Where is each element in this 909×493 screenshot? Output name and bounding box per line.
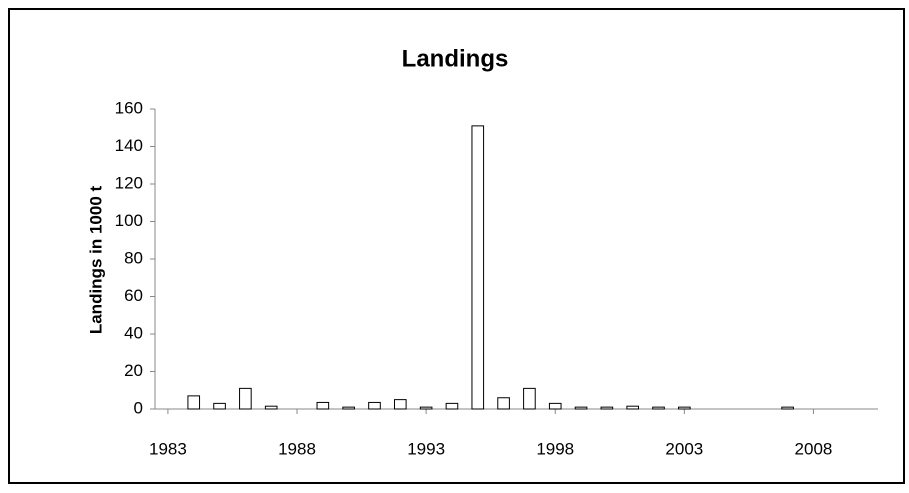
bar (471, 125, 485, 410)
y-tick-label: 140 (115, 136, 143, 155)
bar (574, 406, 588, 410)
y-tick-label: 20 (124, 361, 143, 380)
x-tick-label: 2003 (665, 439, 703, 458)
y-tick-label: 80 (124, 248, 143, 267)
bar (419, 406, 433, 410)
bar (497, 397, 510, 410)
y-tick-label: 60 (124, 286, 143, 305)
bar (781, 406, 794, 410)
chart-title: Landings (402, 45, 509, 72)
bar (316, 401, 330, 410)
y-tick-label: 0 (134, 398, 143, 417)
bar (678, 406, 691, 410)
bar (368, 401, 381, 410)
bar (626, 405, 640, 410)
y-tick-label: 120 (115, 173, 143, 192)
x-tick-label: 2008 (795, 439, 833, 458)
bar (187, 395, 201, 410)
bar (548, 402, 562, 410)
x-tick-label: 1993 (407, 439, 445, 458)
bar (213, 402, 226, 410)
y-tick-label: 40 (124, 323, 143, 342)
bar (342, 406, 355, 410)
y-axis-label: Landings in 1000 t (86, 186, 105, 335)
x-tick-label: 1998 (536, 439, 574, 458)
y-tick-label: 160 (115, 98, 143, 117)
bar (652, 406, 665, 410)
bar (600, 406, 614, 410)
bar (523, 387, 536, 410)
x-tick-label: 1988 (278, 439, 316, 458)
chart-border (8, 8, 905, 484)
x-tick-label: 1983 (149, 439, 187, 458)
bar (393, 399, 407, 410)
y-tick-label: 100 (115, 211, 143, 230)
bar (264, 405, 278, 410)
bar (239, 387, 252, 410)
bar (445, 402, 459, 410)
